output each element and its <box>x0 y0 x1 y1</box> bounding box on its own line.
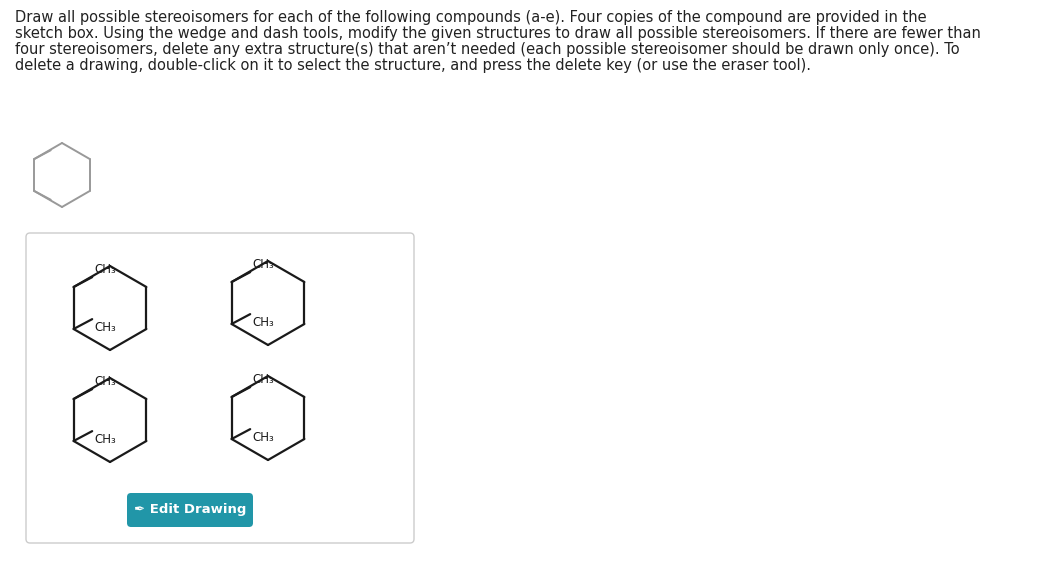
Text: sketch box. Using the wedge and dash tools, modify the given structures to draw : sketch box. Using the wedge and dash too… <box>15 26 981 41</box>
Text: CH₃: CH₃ <box>252 373 274 386</box>
Text: four stereoisomers, delete any extra structure(s) that aren’t needed (each possi: four stereoisomers, delete any extra str… <box>15 42 959 57</box>
Text: CH₃: CH₃ <box>94 263 116 276</box>
FancyBboxPatch shape <box>26 233 414 543</box>
Text: ✒ Edit Drawing: ✒ Edit Drawing <box>134 503 246 516</box>
Text: CH₃: CH₃ <box>252 316 274 329</box>
Text: CH₃: CH₃ <box>252 431 274 444</box>
Text: delete a drawing, double-click on it to select the structure, and press the dele: delete a drawing, double-click on it to … <box>15 58 811 73</box>
Text: Draw all possible stereoisomers for each of the following compounds (a-e). Four : Draw all possible stereoisomers for each… <box>15 10 927 25</box>
Text: CH₃: CH₃ <box>252 258 274 271</box>
Text: CH₃: CH₃ <box>94 433 116 446</box>
Text: CH₃: CH₃ <box>94 375 116 388</box>
FancyBboxPatch shape <box>127 493 253 527</box>
Text: CH₃: CH₃ <box>94 321 116 334</box>
